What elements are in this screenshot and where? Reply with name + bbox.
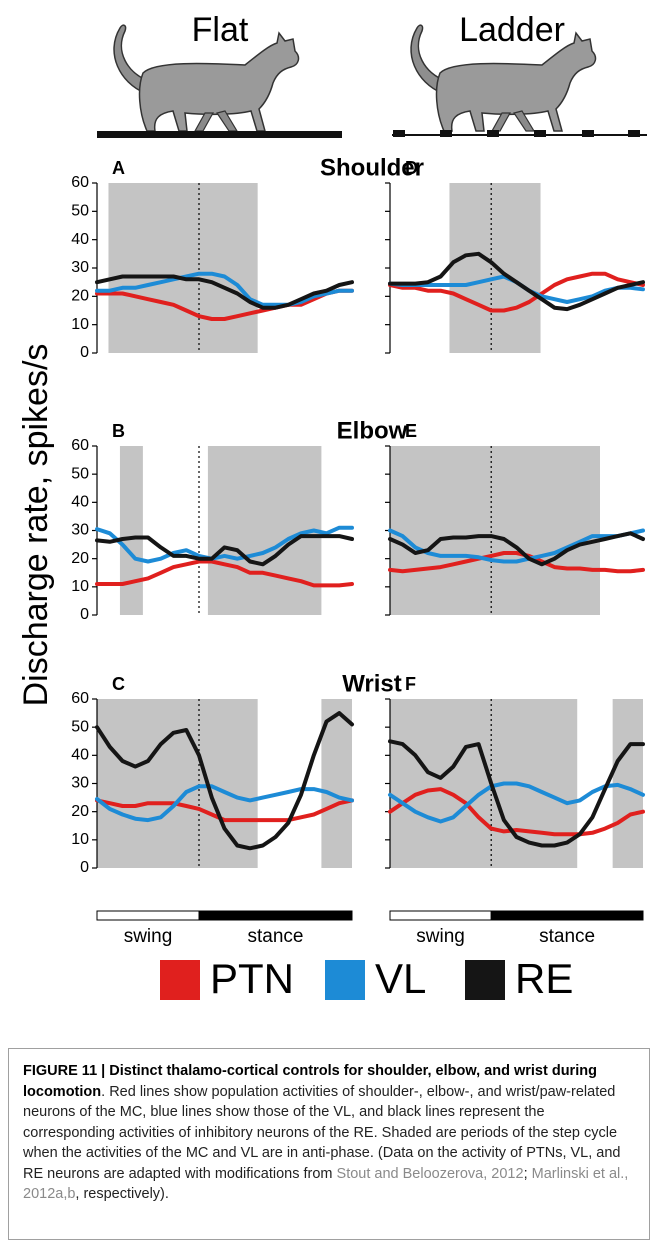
y-tick-label: 10 xyxy=(71,578,89,595)
y-tick-label: 50 xyxy=(71,718,89,735)
figure: Flat Ladder Discharge rate, spikes/s 0 10… xyxy=(17,11,647,1002)
shaded-period xyxy=(108,183,258,353)
panel-label: C xyxy=(112,674,125,694)
y-tick-label: 60 xyxy=(71,174,89,191)
ladder xyxy=(392,130,647,137)
caption-title: FIGURE 11 | Distinct thalamo-cortical co… xyxy=(23,1063,597,1100)
shaded-period xyxy=(390,446,600,615)
legend-label: RE xyxy=(515,955,573,1002)
panel-label: F xyxy=(405,674,416,694)
series-line xyxy=(95,271,354,307)
shaded-period xyxy=(207,446,322,615)
y-tick-label: 0 xyxy=(80,606,89,623)
y-tick-label: 10 xyxy=(71,831,89,848)
row-title: Shoulder xyxy=(320,154,424,181)
phase-bar xyxy=(96,910,200,921)
y-tick-label: 30 xyxy=(71,775,89,792)
legend-swatch xyxy=(160,960,200,1000)
series-line xyxy=(95,784,354,823)
y-tick-label: 10 xyxy=(71,316,89,333)
series-line xyxy=(95,525,354,564)
y-tick-label: 20 xyxy=(71,288,89,305)
y-tick-label: 40 xyxy=(71,747,89,764)
row-title: Wrist xyxy=(342,670,402,697)
series-line xyxy=(388,528,645,564)
series-line xyxy=(95,559,354,588)
caption: FIGURE 11 | Distinct thalamo-cortical co… xyxy=(8,1048,650,1240)
phase-bar xyxy=(389,910,492,921)
row-title: Elbow xyxy=(337,417,408,444)
y-axis-label: Discharge rate, spikes/s xyxy=(17,344,55,707)
phase-bar xyxy=(198,910,353,921)
series-line xyxy=(95,274,354,310)
legend-swatch xyxy=(465,960,505,1000)
flat-ground xyxy=(97,131,342,138)
shaded-period xyxy=(119,446,143,615)
series-line xyxy=(388,251,645,312)
column-title: Ladder xyxy=(459,11,565,49)
series-line xyxy=(95,288,354,321)
y-tick-label: 50 xyxy=(71,203,89,220)
phase-label: stance xyxy=(539,926,595,947)
caption-text: , respectively). xyxy=(75,1186,169,1202)
caption-link[interactable]: Marlinski et al., 2012a,b xyxy=(23,1165,629,1203)
y-tick-label: 40 xyxy=(71,494,89,511)
column-title: Flat xyxy=(192,11,249,49)
y-tick-label: 50 xyxy=(71,465,89,482)
phase-bar xyxy=(490,910,644,921)
series-line xyxy=(388,781,645,824)
y-tick-label: 60 xyxy=(71,437,89,454)
series-line xyxy=(388,271,645,313)
caption-link[interactable]: Stout and Beloozerova, 2012 xyxy=(336,1165,524,1182)
series-line xyxy=(388,739,645,848)
y-tick-label: 30 xyxy=(71,259,89,276)
series-line xyxy=(95,534,354,567)
legend-label: PTN xyxy=(210,955,294,1002)
panel-label: D xyxy=(405,158,418,178)
y-tick-label: 20 xyxy=(71,550,89,567)
phase-label: stance xyxy=(248,926,304,947)
legend-swatch xyxy=(325,960,365,1000)
y-tick-label: 0 xyxy=(80,859,89,876)
y-tick-label: 30 xyxy=(71,522,89,539)
caption-text: . Red lines show population activities o… xyxy=(23,1083,621,1182)
panel-label: E xyxy=(405,421,417,441)
y-tick-label: 0 xyxy=(80,344,89,361)
series-line xyxy=(95,711,354,851)
phase-label: swing xyxy=(124,926,173,947)
series-line xyxy=(388,531,645,567)
y-tick-label: 60 xyxy=(71,690,89,707)
y-tick-label: 20 xyxy=(71,803,89,820)
caption-text: ; xyxy=(523,1165,532,1182)
legend-label: VL xyxy=(375,955,426,1002)
panel-label: B xyxy=(112,421,125,441)
series-line xyxy=(95,798,354,823)
phase-label: swing xyxy=(416,926,465,947)
panel-label: A xyxy=(112,158,125,178)
y-tick-label: 40 xyxy=(71,231,89,248)
series-line xyxy=(388,787,645,837)
shaded-period xyxy=(390,699,578,868)
series-line xyxy=(388,551,645,574)
